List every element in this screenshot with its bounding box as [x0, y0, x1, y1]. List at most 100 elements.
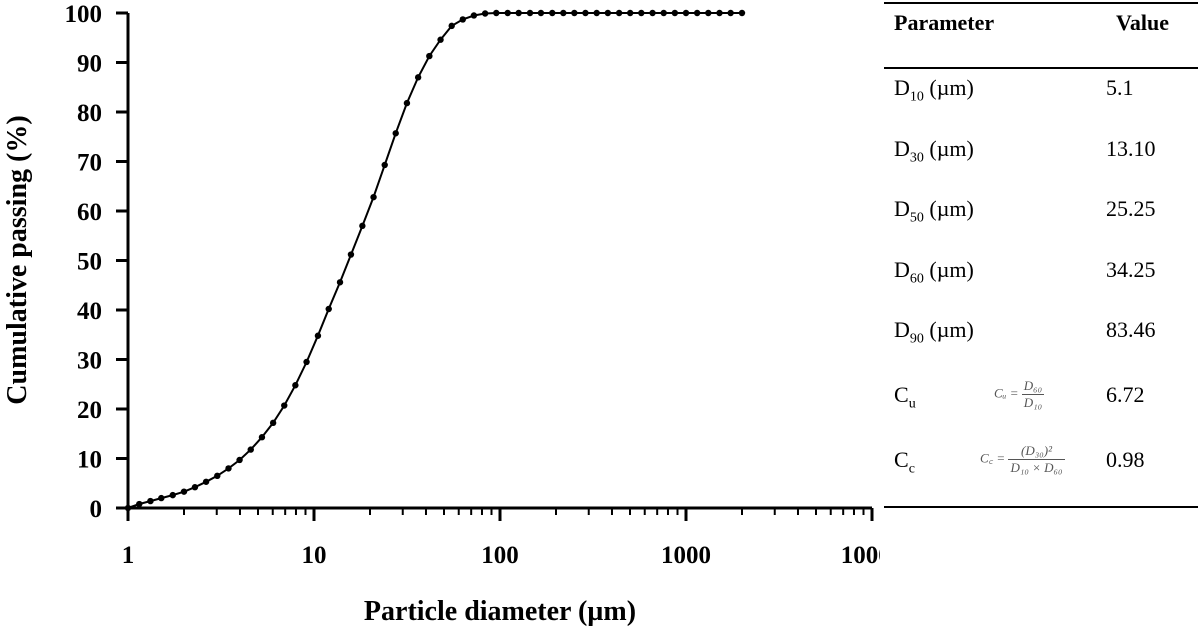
table-header-parameter: Parameter [894, 10, 995, 35]
x-tick-label: 1 [122, 542, 135, 569]
x-axis-title: Particle diameter (µm) [364, 596, 636, 627]
param-subscript: c [908, 461, 915, 477]
data-point [325, 305, 332, 313]
param-unit: (µm) [923, 196, 974, 221]
data-point [448, 22, 455, 30]
data-point [604, 9, 612, 17]
param-subscript: 50 [909, 210, 924, 226]
formula-lhs: C꜀ = [980, 450, 1009, 466]
y-tick-label: 90 [77, 51, 102, 78]
data-point [682, 9, 690, 17]
data-point [414, 74, 422, 81]
data-point [147, 497, 154, 505]
data-point [202, 478, 210, 485]
formula-denominator: D₁₀ [1023, 395, 1043, 410]
y-tick-label: 100 [65, 1, 103, 28]
table-cell-value: 83.46 [1106, 317, 1156, 342]
chart-ticks: 0102030405060708090100110100100010000 [65, 1, 881, 569]
data-point [392, 130, 399, 137]
data-point [515, 9, 522, 17]
data-point [370, 193, 377, 201]
param-unit: (µm) [923, 257, 974, 282]
formula: Cᵤ = D₆₀ D₁₀ [994, 378, 1045, 411]
table-cell-value: 0.98 [1106, 447, 1145, 472]
param-subscript: 90 [909, 331, 924, 347]
data-point [727, 9, 734, 17]
table-cell-value: 5.1 [1106, 75, 1134, 100]
table-cell-parameter: D90 (µm) [894, 317, 974, 347]
formula-numerator: D₆₀ [1021, 378, 1045, 395]
particle-size-chart: 0102030405060708090100110100100010000 Pa… [2, 1, 881, 627]
param-symbol: D [894, 317, 910, 342]
param-symbol: D [894, 75, 910, 100]
data-point [180, 488, 188, 495]
y-tick-label: 10 [77, 447, 102, 474]
formula-fraction: D₆₀ D₁₀ [1021, 378, 1045, 411]
data-point [191, 484, 199, 491]
data-point [537, 9, 545, 17]
data-point [693, 9, 701, 17]
x-tick-label: 10000 [841, 542, 880, 569]
data-point [169, 491, 176, 499]
data-point [526, 9, 534, 17]
param-symbol: C [894, 447, 909, 472]
data-point [336, 279, 344, 286]
formula: C꜀ = (D₃₀)² D₁₀ × D₆₀ [980, 443, 1065, 476]
param-unit: (µm) [923, 136, 974, 161]
y-tick-label: 30 [77, 348, 102, 375]
data-point [571, 9, 578, 17]
data-point [214, 472, 221, 480]
formula-fraction: (D₃₀)² D₁₀ × D₆₀ [1008, 443, 1065, 476]
y-tick-label: 20 [77, 397, 102, 424]
table-header-rule [884, 67, 1198, 69]
y-tick-label: 60 [77, 199, 102, 226]
data-point [716, 9, 723, 17]
data-point [225, 465, 232, 472]
param-symbol: D [894, 196, 910, 221]
data-point [582, 9, 589, 17]
series-line [127, 12, 742, 509]
param-unit: (µm) [923, 75, 974, 100]
data-point [281, 402, 288, 409]
data-point [124, 504, 132, 512]
param-subscript: u [908, 396, 916, 412]
table-cell-parameter: D60 (µm) [894, 257, 974, 287]
data-point [671, 9, 679, 17]
table-cell-parameter: D10 (µm) [894, 75, 974, 105]
data-point [347, 251, 355, 258]
table-cell-value: 34.25 [1106, 257, 1156, 282]
data-point [660, 9, 667, 17]
param-symbol: C [894, 382, 909, 407]
table-header-value: Value [1116, 10, 1169, 35]
y-tick-label: 50 [77, 249, 102, 276]
data-point [504, 9, 511, 17]
data-point [314, 332, 322, 339]
data-point [437, 36, 444, 43]
data-point [649, 9, 656, 17]
data-point [381, 161, 388, 169]
chart-series [124, 9, 746, 512]
table-cell-parameter: Cc [894, 447, 915, 477]
data-point [493, 9, 500, 17]
table-cell-value: 6.72 [1106, 382, 1145, 407]
data-point [359, 222, 366, 230]
data-point [136, 500, 143, 508]
data-point [738, 9, 746, 17]
y-tick-label: 40 [77, 298, 102, 325]
data-point [459, 16, 467, 23]
data-point [303, 358, 310, 366]
data-point [403, 99, 411, 107]
data-point [638, 9, 645, 17]
param-subscript: 60 [909, 271, 924, 287]
data-point [593, 9, 600, 17]
data-point [258, 434, 266, 441]
data-point [158, 494, 165, 502]
data-point [549, 9, 556, 17]
x-tick-label: 10 [302, 542, 327, 569]
x-tick-label: 1000 [661, 542, 711, 569]
data-point [470, 12, 478, 19]
table-cell-value: 25.25 [1106, 196, 1156, 221]
formula-lhs: Cᵤ = [994, 385, 1022, 401]
table-cell-parameter: D30 (µm) [894, 136, 974, 166]
param-symbol: D [894, 136, 910, 161]
